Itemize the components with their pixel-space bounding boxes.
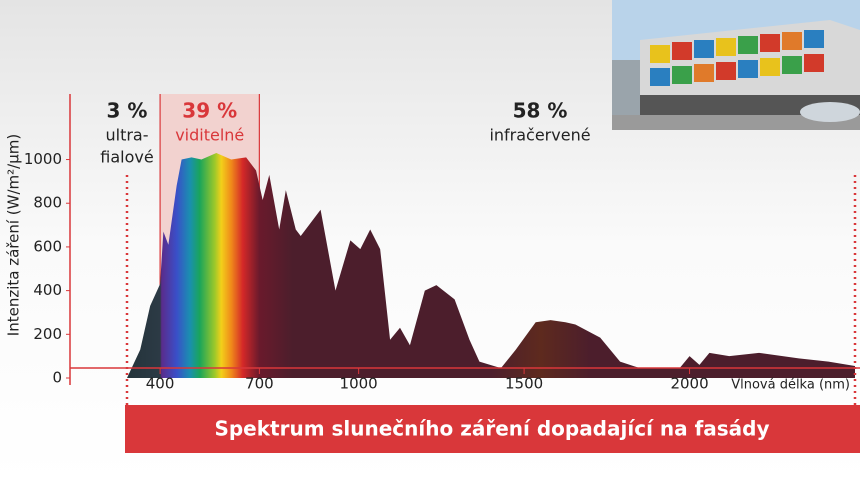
x-tick-label: 2000 bbox=[670, 375, 708, 393]
share-label: fialové bbox=[100, 148, 153, 167]
x-axis-label: Vlnová délka (nm) bbox=[731, 378, 850, 393]
share-percent: 39 % bbox=[182, 99, 237, 123]
y-tick-label: 600 bbox=[33, 237, 62, 255]
x-tick-label: 1500 bbox=[505, 375, 543, 393]
x-tick-label: 400 bbox=[146, 375, 175, 393]
x-tick-label: 1000 bbox=[340, 375, 378, 393]
share-label: viditelné bbox=[175, 126, 244, 145]
photo bbox=[612, 0, 860, 130]
y-axis-label: Intenzita záření (W/m²/µm) bbox=[5, 134, 23, 336]
share-label: ultra- bbox=[105, 126, 148, 145]
share-percent: 3 % bbox=[107, 99, 148, 123]
y-tick-label: 0 bbox=[52, 369, 62, 387]
share-percent: 58 % bbox=[513, 99, 568, 123]
y-tick-label: 1000 bbox=[24, 150, 62, 168]
y-tick-label: 800 bbox=[33, 194, 62, 212]
x-tick-label: 700 bbox=[245, 375, 274, 393]
chart-title: Spektrum slunečního záření dopadající na… bbox=[214, 417, 769, 441]
share-label: infračervené bbox=[489, 126, 590, 145]
spectrum-area bbox=[127, 152, 855, 378]
title-banner bbox=[125, 405, 860, 453]
y-tick-label: 200 bbox=[33, 325, 62, 343]
y-tick-label: 400 bbox=[33, 281, 62, 299]
